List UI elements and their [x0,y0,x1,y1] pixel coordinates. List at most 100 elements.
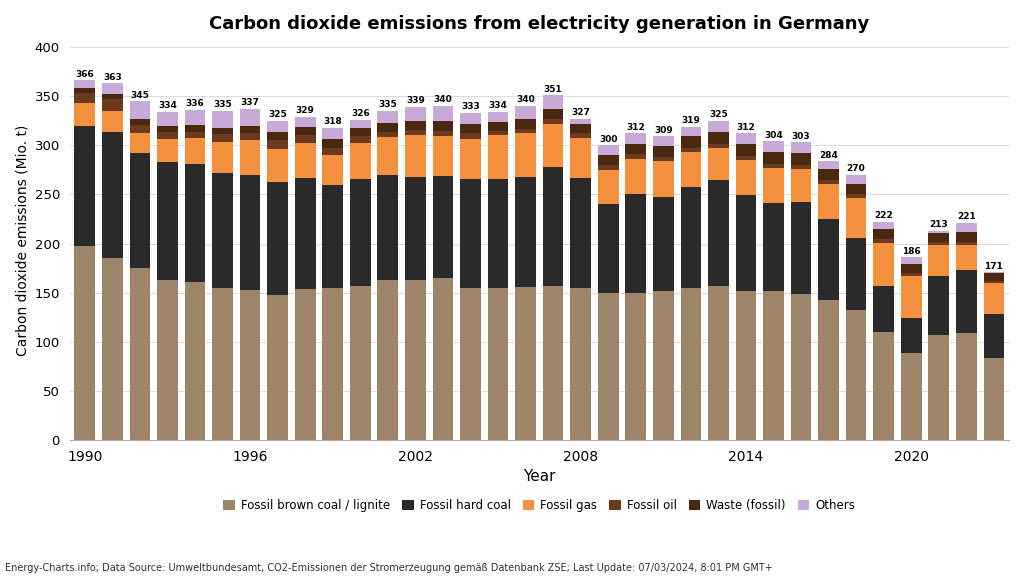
Bar [267,141,288,149]
Bar [157,132,178,139]
Bar [350,179,371,286]
Bar [543,95,563,109]
Bar [873,229,894,238]
Text: 345: 345 [130,90,150,100]
Bar [460,288,481,440]
Bar [350,120,371,127]
Bar [378,131,398,138]
Bar [378,123,398,131]
Text: 304: 304 [764,131,783,140]
Bar [460,124,481,134]
Bar [653,137,674,146]
Text: 334: 334 [158,101,177,111]
Bar [515,128,536,134]
Bar [295,143,315,178]
Bar [763,168,783,203]
Bar [846,198,866,238]
Bar [929,276,949,335]
Bar [626,293,646,440]
Bar [791,142,811,153]
Text: 340: 340 [433,96,453,104]
Bar [956,232,977,241]
Bar [818,184,839,219]
Bar [570,138,591,178]
Bar [846,184,866,195]
Bar [735,160,757,195]
Text: 309: 309 [654,126,673,135]
Bar [432,106,454,121]
Bar [956,270,977,333]
Text: 300: 300 [599,135,617,144]
Bar [102,94,123,99]
Bar [681,127,701,137]
Bar [570,178,591,288]
Text: 221: 221 [956,213,976,221]
Bar [570,134,591,138]
Text: 335: 335 [213,100,231,109]
Bar [323,155,343,184]
Text: 186: 186 [902,247,921,256]
Bar [791,165,811,169]
Bar [763,164,783,168]
Bar [130,124,151,134]
Bar [956,223,977,232]
Bar [130,153,151,268]
Bar [901,257,922,264]
Bar [515,106,536,119]
Bar [653,157,674,161]
Bar [323,139,343,148]
Bar [956,333,977,440]
Bar [818,161,839,169]
Bar [735,195,757,291]
Text: Energy-Charts.info; Data Source: Umweltbundesamt, CO2-Emissionen der Stromerzeug: Energy-Charts.info; Data Source: Umweltb… [5,563,773,573]
Bar [763,152,783,164]
Bar [432,278,454,440]
Text: 333: 333 [461,103,480,111]
Bar [378,111,398,123]
Bar [598,204,618,293]
Bar [487,112,508,122]
Bar [543,109,563,119]
Bar [75,81,95,88]
Bar [460,139,481,179]
Bar [873,286,894,332]
Bar [929,335,949,440]
Bar [212,173,232,288]
Bar [323,288,343,440]
Text: 312: 312 [736,123,756,132]
Bar [598,165,618,170]
Bar [102,258,123,440]
Bar [267,132,288,141]
Bar [873,222,894,229]
Bar [901,276,922,318]
Bar [653,161,674,198]
Bar [75,88,95,93]
Bar [901,273,922,276]
Bar [570,119,591,124]
Bar [350,127,371,137]
Bar [901,353,922,440]
Bar [212,127,232,134]
Bar [184,131,206,138]
Bar [735,134,757,144]
Bar [295,117,315,127]
Bar [432,121,454,131]
Bar [323,184,343,288]
Bar [75,126,95,245]
Bar [460,179,481,288]
Text: 334: 334 [488,101,508,111]
Title: Carbon dioxide emissions from electricity generation in Germany: Carbon dioxide emissions from electricit… [209,15,869,33]
Text: 213: 213 [930,220,948,229]
Bar [267,295,288,440]
Bar [75,93,95,103]
Bar [406,135,426,177]
Y-axis label: Carbon dioxide emissions (Mio. t): Carbon dioxide emissions (Mio. t) [15,124,29,356]
Bar [708,121,729,132]
Text: 329: 329 [296,107,314,115]
Bar [406,280,426,440]
Bar [763,141,783,152]
Bar [983,314,1005,358]
Bar [983,272,1005,273]
Bar [157,162,178,280]
Bar [460,113,481,124]
